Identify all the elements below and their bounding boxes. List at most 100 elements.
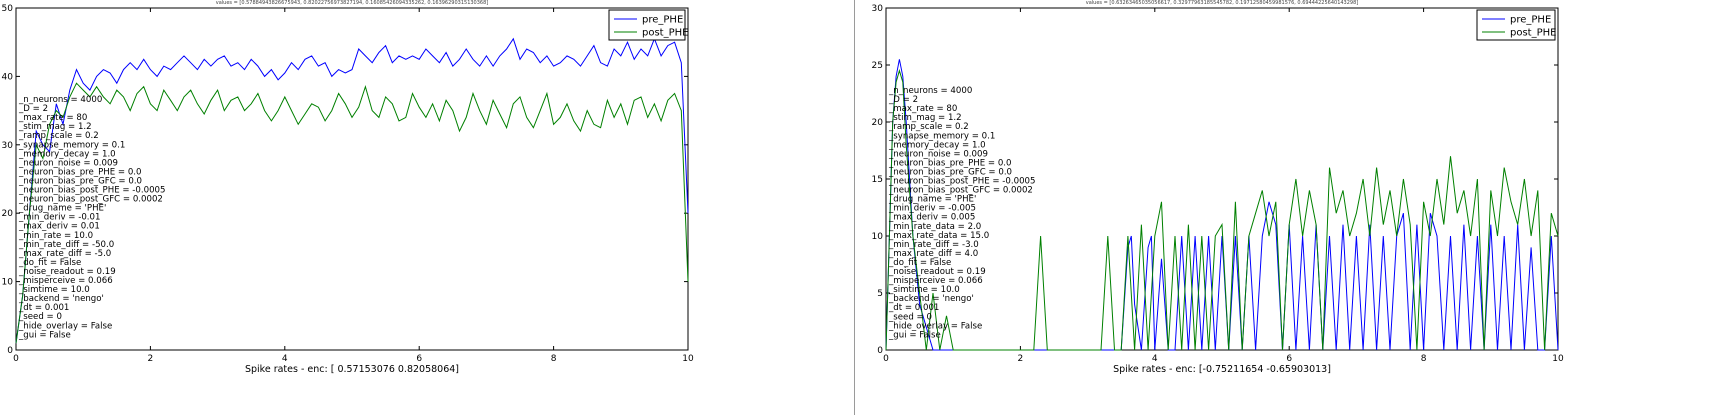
overlay-param-line: _misperceive = 0.066 — [18, 276, 113, 286]
x-tick-label: 4 — [1152, 354, 1158, 364]
overlay-param-line: _seed = 0 — [888, 312, 932, 322]
legend-entry: pre_PHE — [1510, 15, 1551, 26]
left-chart: values = [0.57884943826675943, 0.8202275… — [2, 0, 694, 375]
series-line-post_PHE — [15, 82, 689, 344]
overlay-param-line: _gui = False — [888, 330, 941, 340]
y-tick-label: 25 — [872, 61, 883, 71]
overlay-param-line: _dt = 0.001 — [18, 303, 69, 313]
overlay-param-line: _dt = 0.001 — [888, 303, 939, 313]
x-axis-label: Spike rates - enc: [-0.75211654 -0.65903… — [1113, 364, 1331, 375]
overlay-param-line: _memory_decay = 1.0 — [888, 140, 986, 150]
overlay-param-line: _min_rate_data = 2.0 — [888, 222, 981, 232]
legend-entry: pre_PHE — [642, 15, 683, 26]
x-tick-label: 8 — [1421, 354, 1427, 364]
x-tick-label: 10 — [682, 354, 694, 364]
y-tick-label: 30 — [2, 141, 14, 151]
y-tick-label: 20 — [2, 209, 14, 219]
overlay-param-line: _gui = False — [18, 330, 71, 340]
overlay-param-line: _neuron_bias_pre_GFC = 0.0 — [888, 167, 1012, 177]
overlay-param-line: _noise_readout = 0.19 — [18, 267, 116, 277]
overlay-param-line: _max_rate_data = 15.0 — [888, 231, 989, 241]
overlay-param-line: _ramp_scale = 0.2 — [18, 131, 99, 141]
legend-entry: post_PHE — [642, 28, 688, 39]
overlay-param-line: _memory_decay = 1.0 — [18, 149, 116, 159]
right-chart-panel: values = [0.63263465035056617, 0.3297796… — [860, 0, 1730, 415]
overlay-param-line: _neuron_bias_post_PHE = -0.0005 — [888, 177, 1035, 187]
overlay-param-line: _backend = 'nengo' — [18, 294, 104, 304]
overlay-param-line: _synapse_memory = 0.1 — [18, 140, 125, 150]
overlay-param-line: _min_rate_diff = -50.0 — [18, 240, 114, 250]
plot-frame — [15, 7, 689, 351]
overlay-param-line: _misperceive = 0.066 — [888, 276, 983, 286]
x-tick-label: 2 — [148, 354, 154, 364]
overlay-param-line: _ramp_scale = 0.2 — [888, 122, 969, 132]
series-line-post_PHE — [885, 68, 1559, 351]
x-tick-label: 4 — [282, 354, 288, 364]
y-tick-label: 15 — [872, 175, 883, 185]
overlay-param-line: _min_deriv = -0.01 — [18, 213, 100, 223]
overlay-param-line: _stim_mag = 1.2 — [18, 122, 92, 132]
overlay-param-line: _synapse_memory = 0.1 — [888, 131, 995, 141]
overlay-param-line: _neuron_bias_post_GFC = 0.0002 — [18, 195, 163, 205]
overlay-param-line: _neuron_noise = 0.009 — [888, 149, 988, 159]
overlay-param-line: _backend = 'nengo' — [888, 294, 974, 304]
chart-top-text: values = [0.57884943826675943, 0.8202275… — [216, 0, 489, 6]
x-tick-label: 0 — [883, 354, 889, 364]
overlay-param-line: _D = 2 — [18, 104, 48, 114]
overlay-param-line: _min_deriv = -0.005 — [888, 204, 976, 214]
overlay-param-line: _neuron_bias_pre_PHE = 0.0 — [888, 158, 1012, 168]
x-tick-label: 10 — [1552, 354, 1564, 364]
y-tick-label: 30 — [872, 4, 884, 14]
overlay-param-line: _do_fit = False — [18, 258, 81, 268]
chart-top-text: values = [0.63263465035056617, 0.3297796… — [1086, 0, 1359, 6]
overlay-param-line: _max_deriv = 0.005 — [888, 213, 975, 223]
y-tick-label: 10 — [872, 232, 884, 242]
overlay-param-line: _n_neurons = 4000 — [18, 95, 102, 105]
legend-entry: post_PHE — [1510, 28, 1556, 39]
series-line-pre_PHE — [885, 59, 1559, 351]
right-chart: values = [0.63263465035056617, 0.3297796… — [872, 0, 1564, 375]
y-tick-label: 10 — [2, 278, 14, 288]
y-tick-label: 50 — [2, 4, 14, 14]
overlay-param-line: _neuron_bias_pre_GFC = 0.0 — [18, 176, 142, 186]
y-tick-label: 40 — [2, 72, 14, 82]
overlay-param-line: _simtime = 10.0 — [18, 285, 90, 295]
overlay-param-line: _neuron_bias_post_GFC = 0.0002 — [888, 186, 1033, 196]
overlay-param-line: _neuron_bias_post_PHE = -0.0005 — [18, 186, 165, 196]
overlay-param-line: _hide_overlay = False — [888, 321, 982, 331]
overlay-param-line: _n_neurons = 4000 — [888, 86, 972, 96]
x-tick-label: 8 — [551, 354, 557, 364]
overlay-param-line: _neuron_bias_pre_PHE = 0.0 — [18, 167, 142, 177]
series-line-pre_PHE — [15, 37, 689, 344]
left-chart-panel: values = [0.57884943826675943, 0.8202275… — [0, 0, 850, 415]
x-axis-label: Spike rates - enc: [ 0.57153076 0.820580… — [245, 364, 459, 375]
overlay-param-line: _simtime = 10.0 — [888, 285, 960, 295]
overlay-param-line: _neuron_noise = 0.009 — [18, 158, 118, 168]
overlay-param-line: _min_rate_diff = -3.0 — [888, 240, 979, 250]
overlay-param-line: _do_fit = False — [888, 258, 951, 268]
panel-divider — [854, 0, 855, 415]
overlay-param-line: _seed = 0 — [18, 312, 62, 322]
overlay-param-line: _max_rate = 80 — [888, 104, 957, 114]
overlay-param-line: _hide_overlay = False — [18, 321, 112, 331]
overlay-param-line: _stim_mag = 1.2 — [888, 113, 962, 123]
legend-box — [608, 9, 686, 41]
overlay-param-line: _noise_readout = 0.19 — [888, 267, 986, 277]
overlay-param-line: _max_deriv = 0.01 — [18, 222, 100, 232]
y-tick-label: 0 — [7, 346, 13, 356]
y-tick-label: 0 — [877, 346, 883, 356]
overlay-param-line: _drug_name = 'PHE' — [888, 195, 976, 205]
legend-box — [1476, 9, 1556, 41]
overlay-param-line: _min_rate = 10.0 — [18, 231, 93, 241]
y-tick-label: 20 — [872, 118, 884, 128]
x-tick-label: 6 — [1286, 354, 1292, 364]
overlay-param-line: _max_rate_diff = -5.0 — [18, 249, 111, 259]
overlay-param-line: _drug_name = 'PHE' — [18, 204, 106, 214]
overlay-param-line: _max_rate_diff = 4.0 — [888, 249, 978, 259]
x-tick-label: 0 — [13, 354, 19, 364]
overlay-param-line: _D = 2 — [888, 95, 918, 105]
x-tick-label: 2 — [1018, 354, 1024, 364]
y-tick-label: 5 — [877, 289, 883, 299]
x-tick-label: 6 — [416, 354, 422, 364]
overlay-param-line: _max_rate = 80 — [18, 113, 87, 123]
